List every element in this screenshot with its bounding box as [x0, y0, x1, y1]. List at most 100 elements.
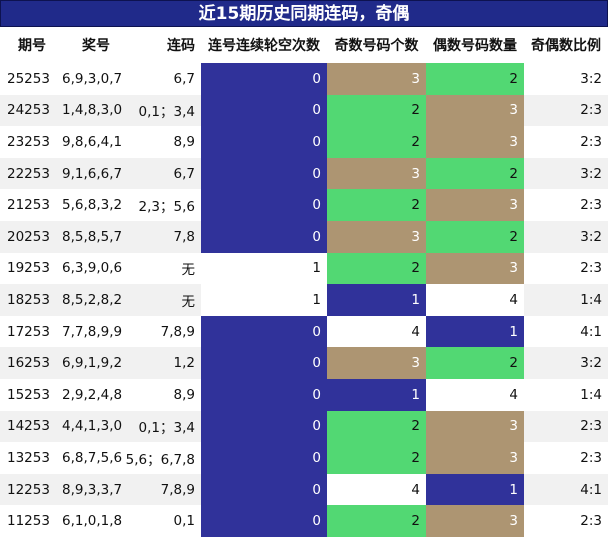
cell-consecutive: 7,8,9 [160, 323, 195, 340]
table-row: 13253 6,8,7,5,6 5,6；6,7,8 0 2 3 2:3 [0, 442, 608, 474]
cell-issue: 14253 [0, 410, 56, 443]
cell-numbers: 9,8,6,4,1 [62, 133, 123, 150]
table-row: 18253 8,5,2,8,2 无 1 1 4 1:4 [0, 284, 608, 316]
cell-even-count: 1 [426, 315, 524, 348]
cell-consecutive: 2,3；5,6 [138, 199, 195, 216]
cell-skip-count: 0 [201, 63, 327, 95]
cell-consecutive: 0,1 [173, 513, 195, 530]
cell-consecutive: 1,2 [125, 347, 201, 379]
cell-odd-count: 2 [327, 252, 426, 285]
cell-numbers: 6,3,9,0,6 [62, 260, 123, 277]
cell-ratio: 3:2 [524, 220, 608, 253]
cell-skip-count: 1 [201, 252, 327, 285]
cell-consecutive: 6,7 [173, 70, 195, 87]
cell-skip-count: 0 [201, 315, 327, 348]
cell-issue: 16253 [0, 347, 56, 379]
header-issue: 期号 [0, 27, 56, 63]
cell-consecutive: 8,9 [173, 133, 195, 150]
cell-ratio: 4:1 [524, 473, 608, 506]
table-title: 近15期历史同期连码，奇偶 [0, 0, 608, 27]
cell-even-count: 2 [426, 63, 524, 95]
cell-even-count: 4 [426, 378, 524, 411]
table-row: 15253 2,9,2,4,8 8,9 0 1 4 1:4 [0, 378, 608, 411]
cell-skip-count: 0 [201, 473, 327, 506]
header-consecutive: 连码 [125, 27, 201, 63]
table-row: 25253 6,9,3,0,7 6,7 0 3 2 3:2 [0, 63, 608, 95]
cell-consecutive: 无 [181, 262, 196, 279]
table-row: 24253 1,4,8,3,0 0,1；3,4 0 2 3 2:3 [0, 94, 608, 127]
cell-consecutive: 0,1；3,4 [125, 410, 201, 443]
cell-issue: 13253 [7, 449, 50, 466]
cell-consecutive: 无 [125, 284, 201, 316]
table-row: 12253 8,9,3,3,7 7,8,9 0 4 1 4:1 [0, 473, 608, 506]
cell-consecutive: 6,7 [125, 157, 201, 190]
cell-skip-count: 1 [201, 284, 327, 316]
table-row: 19253 6,3,9,0,6 无 1 2 3 2:3 [0, 252, 608, 285]
cell-ratio: 2:3 [524, 410, 608, 443]
cell-skip-count: 0 [201, 347, 327, 379]
table-row: 17253 7,7,8,9,9 7,8,9 0 4 1 4:1 [0, 315, 608, 348]
header-skip-count: 连号连续轮空次数 [201, 27, 327, 63]
cell-even-count: 2 [426, 220, 524, 253]
cell-odd-count: 3 [327, 157, 426, 190]
cell-numbers: 2,9,2,4,8 [62, 386, 123, 403]
cell-ratio: 2:3 [580, 513, 602, 530]
cell-even-count: 3 [426, 252, 524, 285]
cell-consecutive: 0,1；3,4 [125, 94, 201, 127]
cell-even-count: 1 [426, 473, 524, 506]
cell-ratio: 2:3 [580, 133, 602, 150]
cell-numbers: 6,8,7,5,6 [62, 449, 123, 466]
cell-skip-count: 0 [201, 126, 327, 158]
cell-consecutive: 7,8,9 [125, 473, 201, 506]
cell-issue: 22253 [0, 157, 56, 190]
cell-even-count: 3 [426, 442, 524, 474]
cell-skip-count: 0 [201, 220, 327, 253]
table-row: 21253 5,6,8,3,2 2,3；5,6 0 2 3 2:3 [0, 189, 608, 221]
header-numbers: 奖号 [56, 27, 125, 63]
cell-odd-count: 1 [327, 284, 426, 316]
cell-numbers: 6,9,3,0,7 [62, 70, 123, 87]
cell-odd-count: 3 [327, 220, 426, 253]
header-even-count: 偶数号码数量 [426, 27, 524, 63]
cell-numbers: 5,6,8,3,2 [62, 197, 123, 214]
cell-numbers: 8,9,3,3,7 [56, 473, 125, 506]
cell-even-count: 3 [426, 94, 524, 127]
cell-skip-count: 0 [201, 157, 327, 190]
header-row: 期号 奖号 连码 连号连续轮空次数 奇数号码个数 偶数号码数量 奇偶数比例 [0, 27, 608, 63]
cell-odd-count: 2 [327, 505, 426, 537]
cell-numbers: 6,1,0,1,8 [62, 513, 123, 530]
cell-issue: 19253 [7, 260, 50, 277]
table-row: 16253 6,9,1,9,2 1,2 0 3 2 3:2 [0, 347, 608, 379]
cell-even-count: 3 [426, 505, 524, 537]
cell-odd-count: 2 [327, 94, 426, 127]
cell-numbers: 8,5,2,8,2 [56, 284, 125, 316]
cell-ratio: 3:2 [580, 70, 602, 87]
cell-skip-count: 0 [201, 410, 327, 443]
table-row: 22253 9,1,6,6,7 6,7 0 3 2 3:2 [0, 157, 608, 190]
cell-odd-count: 2 [327, 189, 426, 221]
table-row: 23253 9,8,6,4,1 8,9 0 2 3 2:3 [0, 126, 608, 158]
cell-numbers: 1,4,8,3,0 [56, 94, 125, 127]
cell-issue: 21253 [7, 197, 50, 214]
cell-skip-count: 0 [201, 442, 327, 474]
cell-numbers: 7,7,8,9,9 [62, 323, 123, 340]
table-row: 11253 6,1,0,1,8 0,1 0 2 3 2:3 [0, 505, 608, 537]
cell-odd-count: 3 [327, 63, 426, 95]
cell-skip-count: 0 [201, 378, 327, 411]
cell-odd-count: 2 [327, 126, 426, 158]
cell-odd-count: 3 [327, 347, 426, 379]
cell-ratio: 2:3 [524, 94, 608, 127]
cell-consecutive: 7,8 [125, 220, 201, 253]
cell-odd-count: 1 [327, 378, 426, 411]
cell-skip-count: 0 [201, 505, 327, 537]
cell-odd-count: 4 [327, 315, 426, 348]
cell-even-count: 4 [426, 284, 524, 316]
cell-skip-count: 0 [201, 189, 327, 221]
cell-numbers: 6,9,1,9,2 [56, 347, 125, 379]
cell-ratio: 1:4 [524, 284, 608, 316]
cell-ratio: 1:4 [580, 386, 602, 403]
cell-consecutive: 5,6；6,7,8 [125, 451, 195, 468]
cell-issue: 20253 [0, 220, 56, 253]
cell-ratio: 4:1 [580, 323, 602, 340]
cell-odd-count: 2 [327, 410, 426, 443]
